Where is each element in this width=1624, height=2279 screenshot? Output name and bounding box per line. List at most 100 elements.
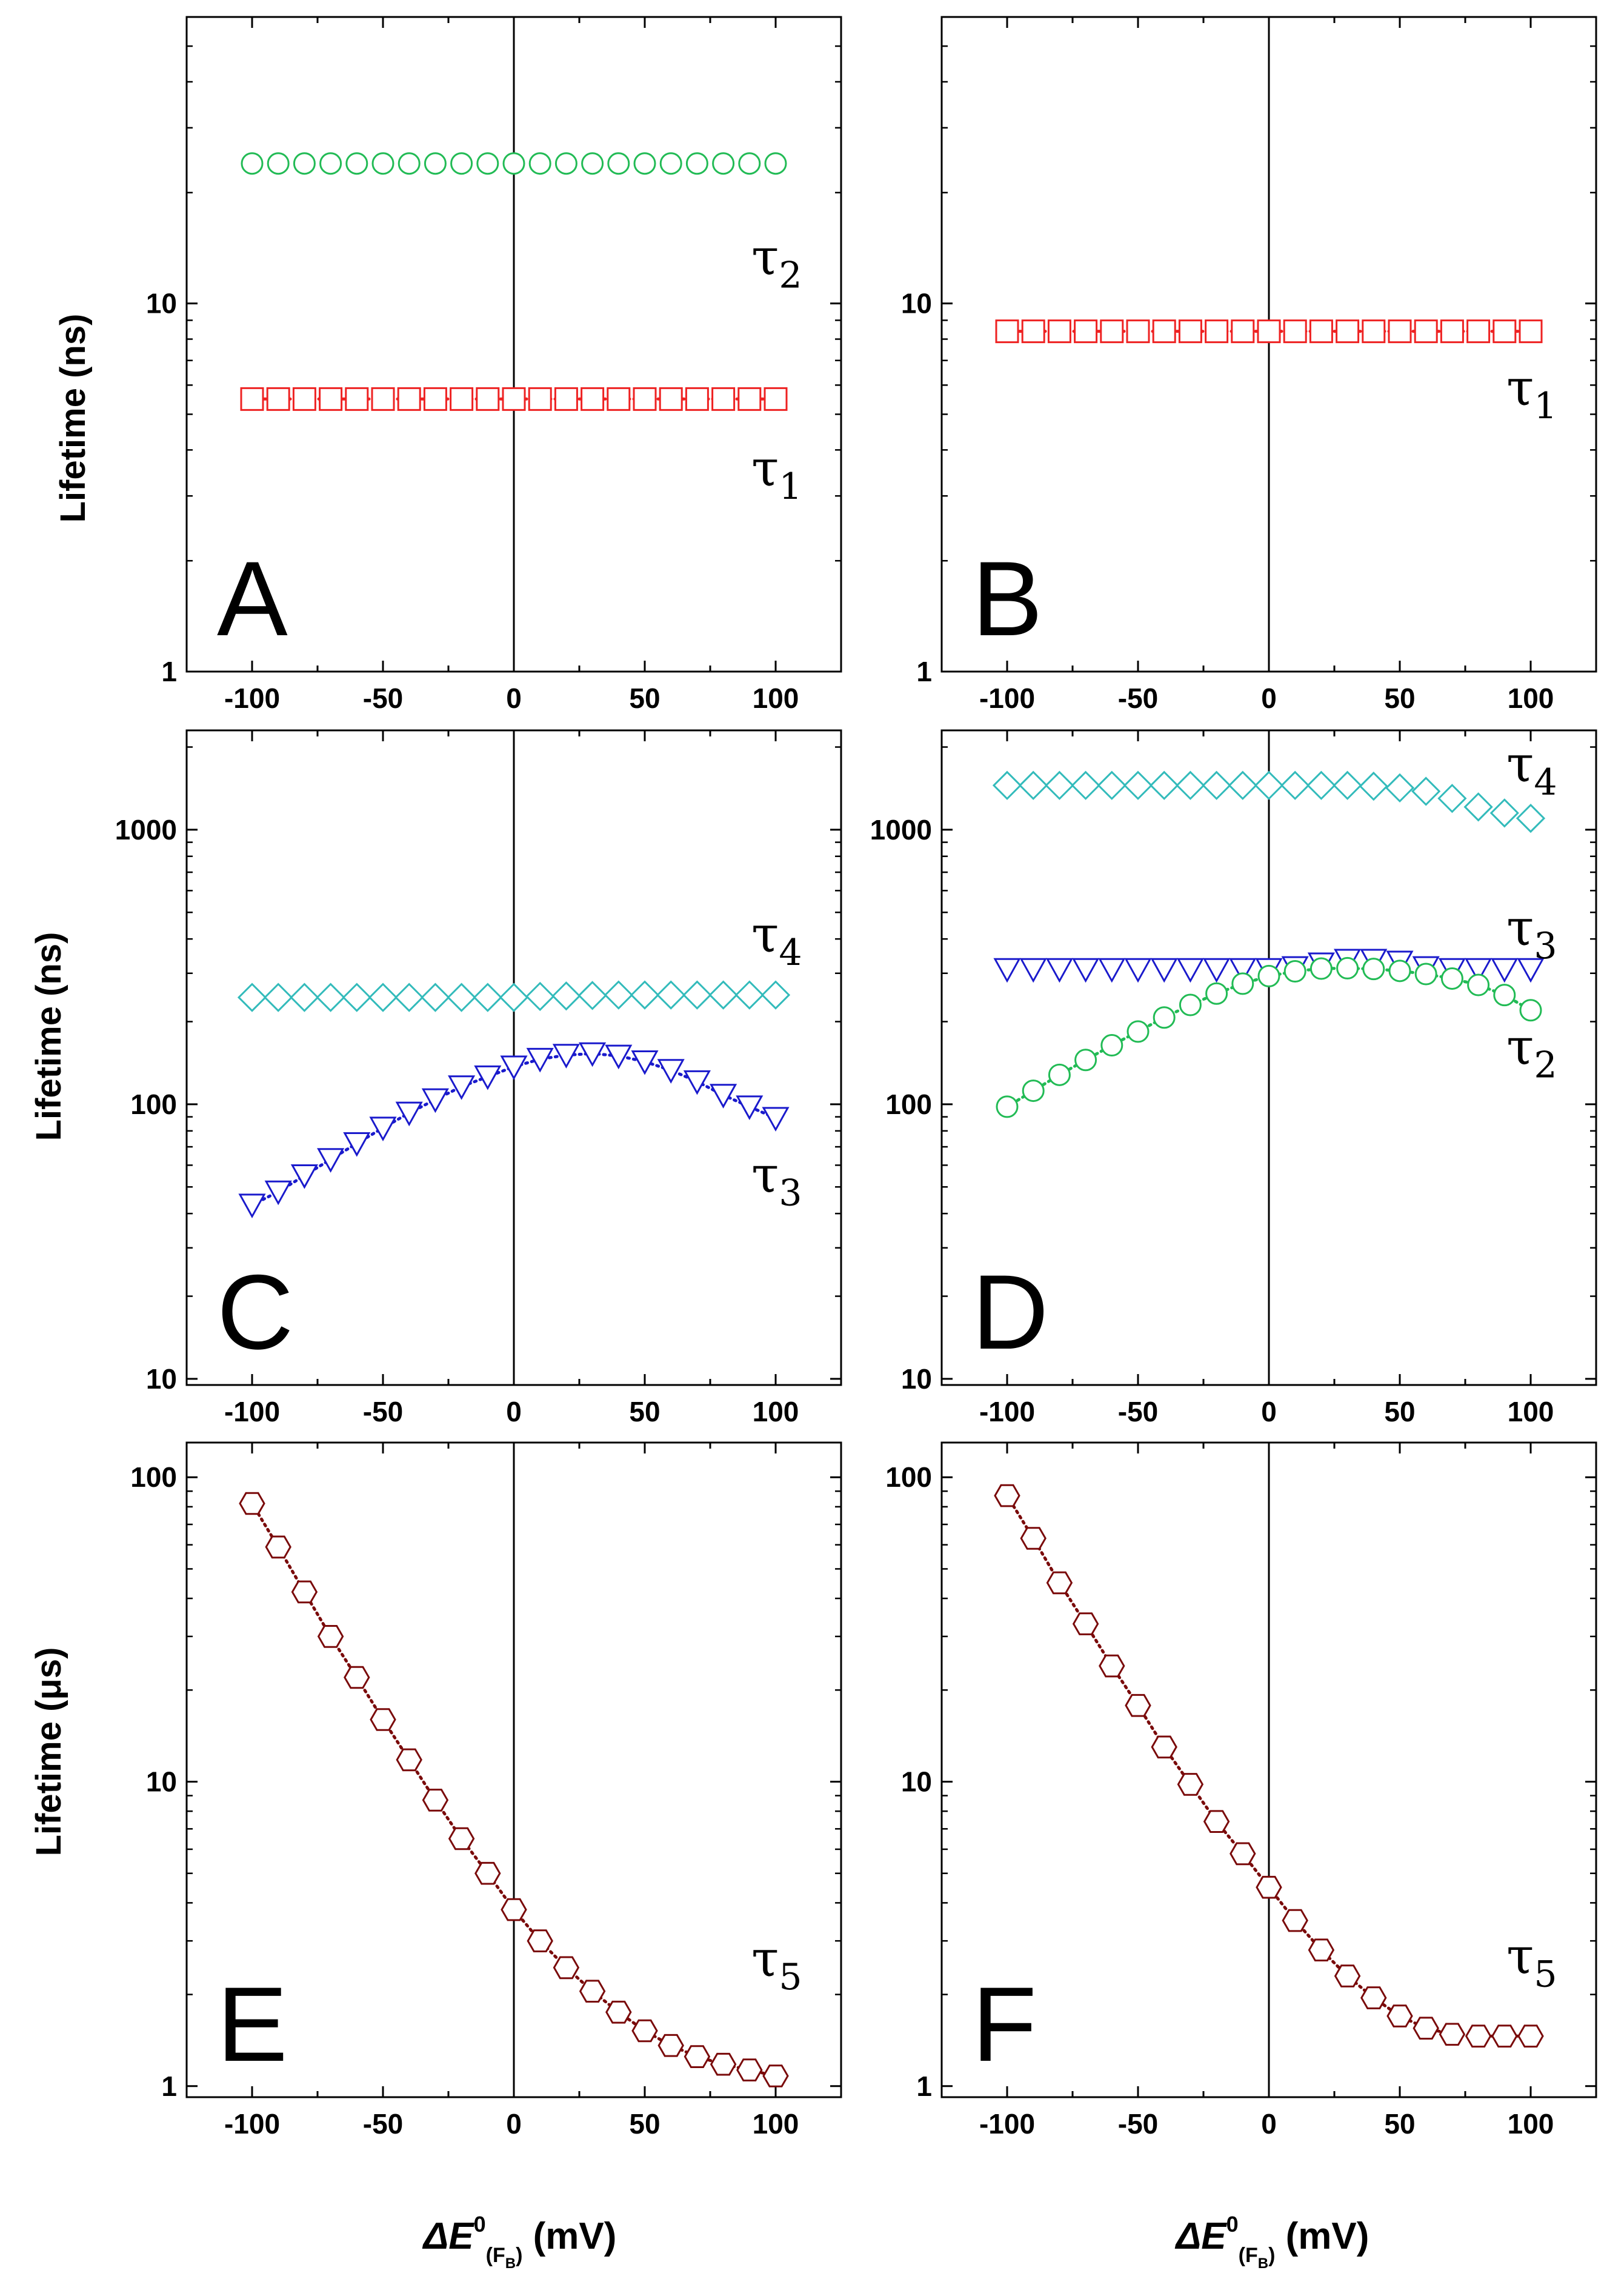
tau-symbol: τ bbox=[751, 229, 779, 287]
data-point bbox=[368, 983, 398, 1012]
data-point bbox=[1517, 2024, 1544, 2048]
x-tick-label: -100 bbox=[224, 682, 280, 714]
y-tick-label: 1 bbox=[916, 2070, 932, 2102]
data-point bbox=[290, 1164, 318, 1189]
tau-annotation: τ5 bbox=[751, 1930, 802, 1998]
data-point bbox=[1048, 1063, 1071, 1086]
data-point bbox=[290, 983, 319, 1012]
y-tick-label: 100 bbox=[130, 1089, 177, 1120]
data-point bbox=[993, 958, 1021, 983]
data-point bbox=[1414, 319, 1438, 344]
data-point bbox=[630, 980, 660, 1010]
data-point bbox=[1019, 770, 1048, 800]
data-point bbox=[1306, 770, 1336, 800]
data-point bbox=[396, 1748, 422, 1772]
data-point bbox=[1100, 319, 1124, 344]
y-tick-label: 1000 bbox=[870, 814, 932, 846]
data-point bbox=[1362, 958, 1385, 981]
data-point bbox=[633, 387, 657, 411]
data-point bbox=[734, 980, 764, 1010]
data-point bbox=[657, 1059, 685, 1084]
data-point bbox=[579, 1980, 606, 2003]
data-point bbox=[1231, 319, 1255, 344]
data-point bbox=[1333, 770, 1362, 800]
data-point bbox=[657, 2034, 684, 2057]
data-point bbox=[447, 983, 476, 1012]
data-point bbox=[579, 1042, 607, 1067]
data-point bbox=[764, 152, 787, 175]
data-point bbox=[554, 387, 578, 411]
x-axis-label-sup: 0 bbox=[474, 2212, 486, 2237]
tau-subscript: 4 bbox=[779, 932, 802, 974]
y-axis-label-top: Lifetime (ns) bbox=[53, 314, 93, 523]
data-point bbox=[345, 387, 369, 411]
x-tick-label: 0 bbox=[1261, 1396, 1277, 1427]
tau-symbol: τ bbox=[751, 440, 779, 498]
data-point bbox=[1336, 319, 1360, 344]
data-point bbox=[424, 152, 447, 175]
data-point bbox=[448, 1827, 475, 1850]
data-point bbox=[1126, 1020, 1150, 1043]
tau-subscript: 5 bbox=[779, 1956, 802, 1998]
tau-subscript: 5 bbox=[1534, 1953, 1557, 1995]
data-point bbox=[1176, 958, 1204, 983]
x-axis-label-subclose: ) bbox=[516, 2244, 522, 2267]
x-axis-label-right: ΔE0(FB) (mV) bbox=[1175, 2212, 1369, 2272]
data-point bbox=[421, 1088, 449, 1113]
data-point bbox=[525, 981, 555, 1012]
data-point bbox=[1205, 319, 1229, 344]
data-point bbox=[1388, 959, 1411, 983]
x-tick-label: -100 bbox=[224, 1396, 280, 1427]
x-tick-label: 50 bbox=[629, 2108, 660, 2140]
y-tick-label: 10 bbox=[146, 1766, 177, 1798]
data-point bbox=[1493, 319, 1517, 344]
x-tick-label: -50 bbox=[1118, 1396, 1158, 1427]
data-point bbox=[605, 2000, 632, 2024]
data-point bbox=[266, 387, 290, 411]
x-axis-label-sub: (F bbox=[486, 2244, 505, 2267]
x-tick-label: 0 bbox=[506, 2108, 522, 2140]
data-point bbox=[264, 983, 293, 1012]
data-point bbox=[293, 152, 316, 175]
data-point bbox=[317, 1148, 345, 1173]
x-tick-label: 50 bbox=[629, 1396, 660, 1427]
data-point bbox=[1047, 319, 1071, 344]
data-point bbox=[607, 152, 630, 175]
data-point bbox=[476, 387, 500, 411]
data-point bbox=[1283, 319, 1307, 344]
series-τ4 bbox=[992, 770, 1546, 833]
x-tick-label: 0 bbox=[1261, 2108, 1277, 2140]
data-point bbox=[1203, 1810, 1230, 1833]
x-tick-label: -50 bbox=[1118, 682, 1158, 714]
x-tick-label: 50 bbox=[629, 682, 660, 714]
data-point bbox=[1257, 964, 1280, 987]
data-point bbox=[656, 980, 686, 1010]
data-point bbox=[1463, 792, 1493, 822]
data-point bbox=[1489, 798, 1519, 828]
y-axis-label-middle: Lifetime (ns) bbox=[29, 932, 68, 1141]
series-τ3 bbox=[238, 1042, 790, 1219]
data-point bbox=[371, 152, 394, 175]
data-point bbox=[1465, 958, 1493, 983]
data-point bbox=[1439, 2023, 1466, 2046]
data-point bbox=[1230, 1842, 1256, 1866]
tau-symbol: τ bbox=[1506, 359, 1534, 417]
y-tick-label: 1 bbox=[161, 656, 177, 687]
x-axis-label-prefix: ΔE bbox=[1175, 2215, 1228, 2257]
x-tick-label: 100 bbox=[753, 2108, 799, 2140]
data-point bbox=[473, 983, 502, 1012]
data-point bbox=[1179, 993, 1202, 1016]
data-point bbox=[1280, 770, 1310, 800]
data-point bbox=[317, 1625, 344, 1648]
data-point bbox=[712, 152, 735, 175]
data-point bbox=[502, 152, 525, 175]
panel-f: -100 -50 0 50 100 1 10 100 τ5 F bbox=[885, 1441, 1597, 2140]
data-point bbox=[1493, 984, 1516, 1007]
data-point bbox=[1360, 1986, 1387, 2009]
data-point bbox=[683, 1070, 711, 1095]
series-τ1 bbox=[995, 319, 1543, 344]
data-point bbox=[1231, 972, 1254, 995]
x-tick-label: 100 bbox=[753, 682, 799, 714]
data-point bbox=[1334, 1964, 1361, 1987]
